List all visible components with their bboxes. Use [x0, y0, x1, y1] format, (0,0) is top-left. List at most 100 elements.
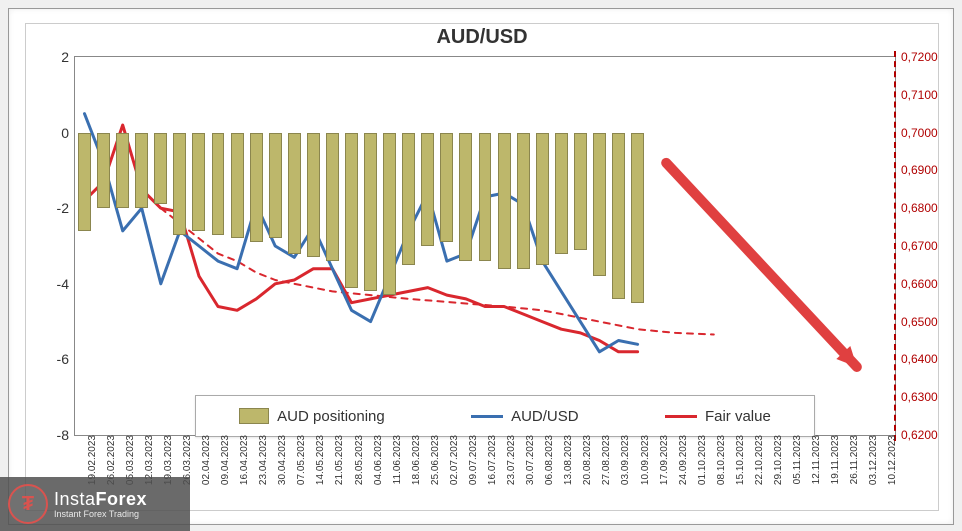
x-tick-label: 09.04.2023 [218, 435, 231, 485]
watermark-brand-prefix: Insta [54, 489, 96, 509]
watermark-brand-suffix: Forex [96, 489, 148, 509]
bar [612, 133, 625, 299]
x-tick-label: 01.10.2023 [695, 435, 708, 485]
y-right-tick: 0,6500 [895, 315, 938, 329]
bar [307, 133, 320, 258]
x-tick-label: 16.04.2023 [237, 435, 250, 485]
plot-area: AUD positioning AUD/USD Fair value -8-6-… [74, 56, 896, 436]
x-tick-label: 18.06.2023 [409, 435, 422, 485]
legend-item-positioning: AUD positioning [239, 408, 385, 425]
y-right-tick: 0,7100 [895, 88, 938, 102]
x-tick-label: 04.06.2023 [371, 435, 384, 485]
watermark-brand: InstaForex [54, 490, 147, 508]
watermark-tagline: Instant Forex Trading [54, 510, 147, 519]
x-tick-label: 09.07.2023 [466, 435, 479, 485]
x-tick-label: 10.09.2023 [638, 435, 651, 485]
bar [135, 133, 148, 209]
x-tick-label: 02.04.2023 [199, 435, 212, 485]
trend-arrow-line [666, 163, 857, 367]
legend-item-audusd: AUD/USD [471, 408, 579, 425]
watermark-logo-icon: ₮ [8, 484, 48, 524]
legend-label: AUD/USD [511, 408, 579, 425]
chart-inner-panel: AUD/USD AUD positioning AUD/USD Fair val… [25, 23, 939, 511]
y-right-tick: 0,7000 [895, 126, 938, 140]
y-right-tick: 0,6600 [895, 277, 938, 291]
bar [574, 133, 587, 250]
y-left-tick: -2 [57, 200, 75, 216]
y-right-tick: 0,6800 [895, 201, 938, 215]
bar [97, 133, 110, 209]
bar [288, 133, 301, 254]
bar [517, 133, 530, 269]
bar [212, 133, 225, 235]
x-tick-label: 03.12.2023 [866, 435, 879, 485]
x-tick-label: 30.07.2023 [523, 435, 536, 485]
bar [383, 133, 396, 296]
legend-label: Fair value [705, 408, 771, 425]
y-left-tick: -6 [57, 351, 75, 367]
bar [479, 133, 492, 262]
y-right-tick: 0,7200 [895, 50, 938, 64]
watermark-text: InstaForex Instant Forex Trading [54, 490, 147, 519]
x-tick-label: 08.10.2023 [714, 435, 727, 485]
y-left-tick: 0 [61, 125, 75, 141]
bar [555, 133, 568, 254]
legend-label: AUD positioning [277, 408, 385, 425]
x-tick-label: 22.10.2023 [752, 435, 765, 485]
x-tick-label: 29.10.2023 [771, 435, 784, 485]
bar [116, 133, 129, 209]
y-right-tick: 0,6700 [895, 239, 938, 253]
bar [269, 133, 282, 239]
bar [593, 133, 606, 277]
x-tick-label: 12.11.2023 [809, 435, 822, 484]
legend-swatch-line [665, 415, 697, 418]
x-tick-label: 15.10.2023 [733, 435, 746, 485]
x-tick-label: 11.06.2023 [390, 435, 403, 484]
x-tick-label: 20.08.2023 [580, 435, 593, 485]
bar [421, 133, 434, 246]
x-tick-label: 24.09.2023 [676, 435, 689, 485]
watermark: ₮ InstaForex Instant Forex Trading [0, 477, 190, 531]
legend: AUD positioning AUD/USD Fair value [195, 395, 815, 437]
y-right-tick: 0,6900 [895, 163, 938, 177]
x-tick-label: 02.07.2023 [447, 435, 460, 485]
x-tick-label: 10.12.2023 [885, 435, 898, 485]
x-tick-label: 17.09.2023 [657, 435, 670, 485]
x-tick-label: 23.04.2023 [256, 435, 269, 485]
x-tick-label: 28.05.2023 [352, 435, 365, 485]
bar [192, 133, 205, 231]
bar [78, 133, 91, 231]
y-left-tick: 2 [61, 49, 75, 65]
bar [536, 133, 549, 265]
x-tick-label: 16.07.2023 [485, 435, 498, 485]
legend-item-fairvalue: Fair value [665, 408, 771, 425]
bar [631, 133, 644, 303]
bar [498, 133, 511, 269]
bar [231, 133, 244, 239]
bar [326, 133, 339, 262]
x-tick-label: 07.05.2023 [294, 435, 307, 485]
y-left-tick: -8 [57, 427, 75, 443]
bar [459, 133, 472, 262]
y-right-tick: 0,6200 [895, 428, 938, 442]
x-tick-label: 30.04.2023 [275, 435, 288, 485]
bar [440, 133, 453, 243]
y-right-tick: 0,6300 [895, 390, 938, 404]
x-tick-label: 26.11.2023 [847, 435, 860, 484]
bar [173, 133, 186, 235]
legend-swatch-bar [239, 408, 269, 424]
bar [250, 133, 263, 243]
x-tick-label: 27.08.2023 [599, 435, 612, 485]
x-tick-label: 23.07.2023 [504, 435, 517, 485]
x-tick-label: 06.08.2023 [542, 435, 555, 485]
legend-swatch-line [471, 415, 503, 418]
chart-outer-frame: AUD/USD AUD positioning AUD/USD Fair val… [8, 8, 954, 525]
x-tick-label: 25.06.2023 [428, 435, 441, 485]
x-tick-label: 05.11.2023 [790, 435, 803, 484]
x-tick-label: 03.09.2023 [618, 435, 631, 485]
y-right-tick: 0,6400 [895, 352, 938, 366]
x-tick-label: 14.05.2023 [313, 435, 326, 485]
bar [154, 133, 167, 205]
bar [345, 133, 358, 288]
bar [364, 133, 377, 292]
